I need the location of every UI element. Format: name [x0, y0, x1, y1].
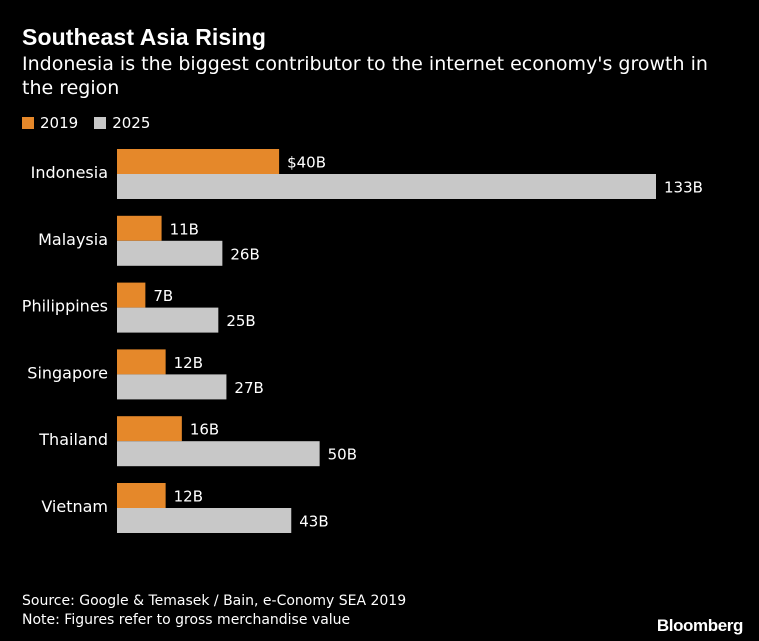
- data-label-thailand-2025: 50B: [328, 446, 357, 464]
- bar-singapore-2025: [117, 374, 227, 400]
- legend-label-2019: 2019: [40, 114, 79, 132]
- data-label-malaysia-2025: 26B: [230, 245, 259, 263]
- bloomberg-logo: Bloomberg: [656, 616, 744, 635]
- data-label-philippines-2025: 25B: [226, 312, 255, 330]
- bar-singapore-2019: [117, 349, 166, 375]
- category-label-indonesia: Indonesia: [31, 163, 108, 182]
- data-label-singapore-2025: 27B: [234, 379, 263, 397]
- figures-note: Note: Figures refer to gross merchandise…: [22, 612, 351, 628]
- data-label-indonesia-2025: 133B: [664, 179, 703, 197]
- bar-indonesia-2025: [117, 174, 656, 199]
- category-label-vietnam: Vietnam: [41, 497, 108, 516]
- bar-indonesia-2019: [117, 149, 280, 174]
- category-label-philippines: Philippines: [22, 297, 108, 316]
- legend-item-2025: 2025: [94, 114, 150, 132]
- data-label-singapore-2019: 12B: [174, 354, 203, 372]
- data-label-indonesia-2019: $40B: [287, 154, 326, 172]
- data-label-vietnam-2025: 43B: [299, 513, 328, 531]
- category-label-thailand: Thailand: [38, 430, 108, 449]
- legend-swatch-2019: [22, 117, 34, 129]
- data-label-malaysia-2019: 11B: [170, 220, 199, 238]
- category-label-malaysia: Malaysia: [38, 230, 108, 249]
- source-note: Source: Google & Temasek / Bain, e-Conom…: [22, 593, 407, 609]
- legend: 2019 2025: [22, 114, 166, 132]
- legend-swatch-2025: [94, 117, 107, 129]
- bar-philippines-2025: [117, 307, 219, 333]
- bar-vietnam-2019: [117, 483, 166, 508]
- data-label-philippines-2019: 7B: [153, 287, 173, 305]
- legend-label-2025: 2025: [112, 114, 151, 132]
- bar-thailand-2025: [117, 441, 320, 467]
- bar-philippines-2019: [117, 282, 146, 308]
- bar-malaysia-2025: [117, 240, 223, 266]
- category-label-singapore: Singapore: [27, 363, 108, 382]
- legend-item-2019: 2019: [22, 114, 78, 132]
- data-label-thailand-2019: 16B: [190, 421, 219, 439]
- bar-thailand-2019: [117, 416, 182, 442]
- chart-title: Southeast Asia Rising: [22, 24, 267, 50]
- data-label-vietnam-2019: 12B: [174, 488, 203, 506]
- chart-subtitle: Indonesia is the biggest contributor to …: [22, 53, 708, 99]
- bar-malaysia-2019: [117, 215, 162, 241]
- bar-vietnam-2025: [117, 508, 292, 533]
- footer: Source: Google & Temasek / Bain, e-Conom…: [22, 592, 406, 630]
